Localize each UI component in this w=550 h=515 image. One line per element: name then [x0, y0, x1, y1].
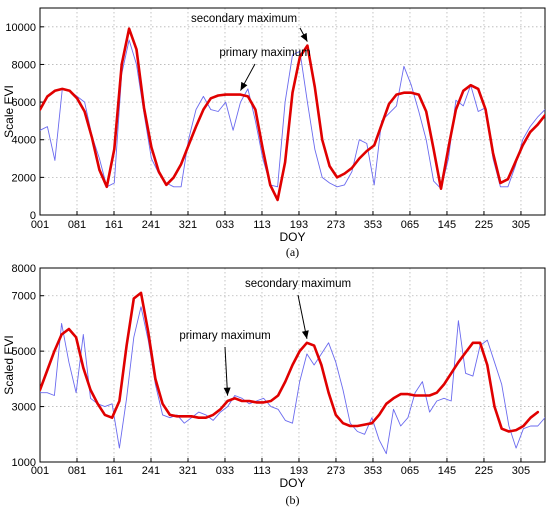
x-tick-label: 193: [290, 219, 308, 231]
y-tick-label: 4000: [12, 135, 36, 147]
y-tick-label: 0: [30, 210, 36, 222]
x-tick-label: 113: [253, 465, 271, 477]
annotation-arrowhead: [301, 330, 309, 339]
x-tick-label: 241: [142, 465, 160, 477]
x-tick-label: 193: [290, 465, 308, 477]
x-tick-label: 353: [364, 465, 382, 477]
x-tick-label: 161: [105, 219, 123, 231]
panel-label: (a): [286, 245, 299, 259]
x-tick-label: 001: [31, 465, 49, 477]
series-line-raw: [40, 306, 545, 455]
x-tick-label: 321: [179, 219, 197, 231]
annotation-arrowhead: [300, 32, 308, 42]
x-tick-label: 273: [327, 219, 345, 231]
x-tick-label: 145: [438, 219, 456, 231]
x-tick-label: 113: [253, 219, 271, 231]
annotation-label: primary maximum: [179, 330, 270, 342]
x-tick-label: 305: [512, 219, 530, 231]
annotation-arrowhead: [223, 387, 231, 396]
gridlines: [40, 268, 545, 462]
y-tick-label: 1000: [12, 457, 36, 469]
annotation-label: primary maximum: [219, 47, 310, 59]
x-tick-label: 353: [364, 219, 382, 231]
x-tick-label: 081: [68, 219, 86, 231]
plot-frame: [39, 267, 546, 463]
x-tick-label: 033: [216, 219, 234, 231]
x-tick-label: 081: [68, 465, 86, 477]
plot-frame: [39, 7, 546, 216]
y-tick-label: 7000: [12, 291, 36, 303]
panel-label: (b): [286, 493, 300, 507]
chart-panel-a: 001 081 161 241 321 033 113 193 273 353 065 145 225 3…: [2, 7, 546, 259]
annotation-label: secondary maximum: [245, 278, 351, 290]
y-tick-label: 5000: [12, 346, 36, 358]
x-tick-label: 273: [327, 465, 345, 477]
x-tick-label: 145: [438, 465, 456, 477]
series-line-smoothed: [40, 291, 540, 433]
series-line-smoothed: [40, 27, 545, 202]
x-tick-label: 065: [401, 219, 419, 231]
x-tick-label: 065: [401, 465, 419, 477]
x-tick-label: 321: [179, 465, 197, 477]
y-tick-label: 10000: [5, 22, 36, 34]
x-tick-label: 225: [475, 465, 493, 477]
y-axis-label: Scale EVI: [2, 85, 16, 138]
x-axis-label: DOY: [279, 476, 305, 490]
x-tick-label: 305: [512, 465, 530, 477]
annotation-label: secondary maximum: [191, 13, 297, 25]
y-tick-label: 3000: [12, 402, 36, 414]
annotation-arrow: [224, 346, 229, 396]
chart-panel-b: 001 081 161 241 321 033 113 193 273 353 065 145 225 3…: [2, 263, 546, 507]
y-axis-label: Scaled EVI: [2, 335, 16, 394]
x-tick-label: 161: [105, 465, 123, 477]
series-line-raw: [40, 39, 545, 190]
x-axis-label: DOY: [279, 230, 305, 244]
x-tick-label: 225: [475, 219, 493, 231]
x-tick-label: 001: [31, 219, 49, 231]
y-tick-label: 2000: [12, 172, 36, 184]
y-tick-label: 8000: [12, 263, 36, 275]
gridlines: [40, 8, 545, 215]
x-tick-label: 241: [142, 219, 160, 231]
y-tick-label: 8000: [12, 59, 36, 71]
y-tick-label: 6000: [12, 97, 36, 109]
x-tick-label: 033: [216, 465, 234, 477]
annotation-arrowhead: [240, 81, 248, 91]
